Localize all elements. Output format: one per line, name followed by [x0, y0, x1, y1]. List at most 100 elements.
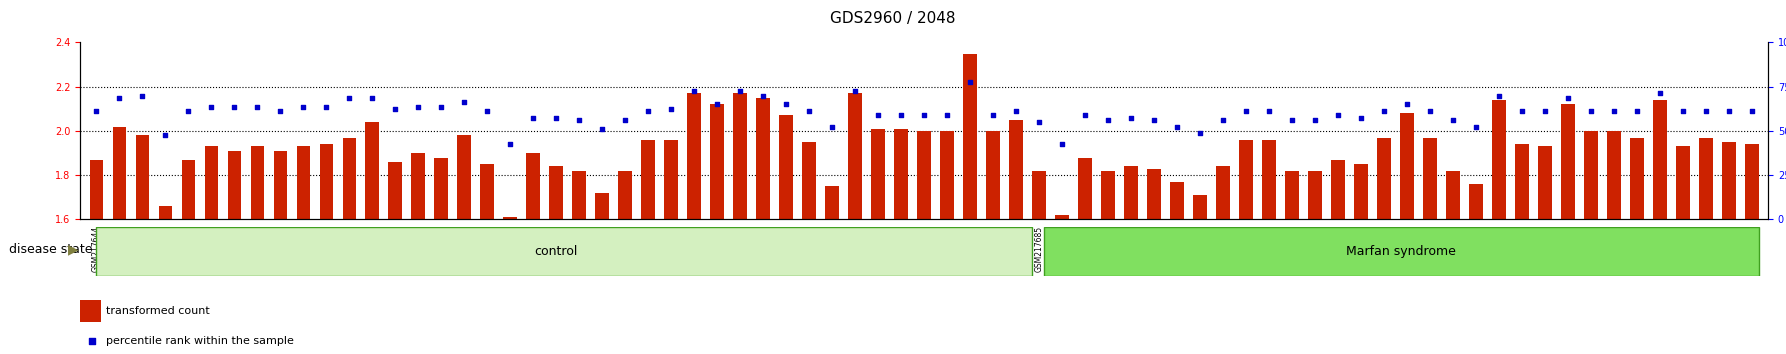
Point	[404, 104, 432, 109]
Text: control: control	[534, 245, 579, 258]
Point	[82, 108, 111, 114]
Bar	[205, 147, 218, 219]
Bar	[504, 217, 518, 219]
Point	[1048, 142, 1077, 147]
Bar	[1515, 144, 1529, 219]
Point	[1554, 95, 1582, 101]
Bar	[963, 53, 977, 219]
Point	[1645, 91, 1673, 96]
Point	[152, 132, 180, 138]
Point	[841, 88, 870, 94]
Bar	[802, 142, 816, 219]
Point	[243, 104, 271, 109]
Bar	[480, 164, 495, 219]
Bar	[1447, 171, 1459, 219]
Point	[680, 88, 709, 94]
Point	[380, 106, 409, 112]
Point	[1232, 108, 1261, 114]
Point	[1507, 108, 1536, 114]
Bar	[918, 131, 931, 219]
Point	[1393, 102, 1422, 107]
Point	[1209, 117, 1238, 123]
Point	[520, 115, 548, 120]
Point	[1186, 130, 1214, 136]
Point	[748, 93, 777, 98]
Point	[220, 104, 248, 109]
Bar	[1147, 169, 1161, 219]
Bar	[550, 166, 563, 219]
Bar	[1309, 171, 1322, 219]
Bar	[250, 147, 264, 219]
Bar	[779, 115, 793, 219]
Bar	[1263, 140, 1275, 219]
Bar	[1193, 195, 1207, 219]
Point	[1025, 119, 1054, 125]
Bar	[825, 186, 839, 219]
Point	[313, 104, 341, 109]
Point	[1668, 108, 1697, 114]
Bar	[1009, 120, 1023, 219]
Point	[1440, 117, 1468, 123]
Bar	[527, 153, 539, 219]
Bar	[1079, 158, 1091, 219]
Point	[1600, 108, 1629, 114]
Bar	[389, 162, 402, 219]
Bar	[872, 129, 886, 219]
Bar	[664, 140, 679, 219]
Point	[1577, 108, 1606, 114]
Point	[1093, 117, 1122, 123]
Bar	[1032, 171, 1047, 219]
Point	[979, 113, 1007, 118]
Point	[1531, 108, 1559, 114]
Point	[564, 117, 593, 123]
Bar	[1470, 184, 1482, 219]
Bar	[1745, 144, 1759, 219]
Bar	[1722, 142, 1736, 219]
Point	[497, 142, 525, 147]
Text: percentile rank within the sample: percentile rank within the sample	[105, 336, 293, 346]
Bar	[1423, 138, 1438, 219]
Bar	[688, 93, 702, 219]
Point	[795, 108, 823, 114]
Point	[818, 124, 847, 129]
FancyBboxPatch shape	[1043, 227, 1759, 276]
Text: Marfan syndrome: Marfan syndrome	[1347, 245, 1456, 258]
Point	[864, 113, 893, 118]
Point	[772, 102, 800, 107]
Point	[1072, 113, 1100, 118]
Bar	[136, 136, 150, 219]
Point	[634, 108, 663, 114]
Point	[427, 104, 455, 109]
Point	[450, 99, 479, 105]
Point	[956, 79, 984, 85]
Point	[359, 95, 388, 101]
Point	[1018, 204, 1047, 209]
Point	[196, 104, 225, 109]
Bar	[89, 160, 104, 219]
Text: transformed count: transformed count	[105, 306, 209, 316]
Bar	[343, 138, 355, 219]
Bar	[1377, 138, 1391, 219]
Point	[1370, 108, 1398, 114]
Bar	[573, 171, 586, 219]
Bar	[434, 158, 448, 219]
Point	[888, 113, 916, 118]
Point	[1715, 108, 1743, 114]
Bar	[1056, 215, 1070, 219]
Bar	[941, 131, 954, 219]
Point	[1139, 117, 1168, 123]
Point	[1300, 117, 1329, 123]
Point	[611, 117, 639, 123]
Point	[1256, 108, 1284, 114]
Point	[909, 113, 939, 118]
Point	[657, 106, 686, 112]
Bar	[1561, 104, 1575, 219]
Point	[336, 95, 364, 101]
Point	[704, 102, 732, 107]
Bar	[595, 193, 609, 219]
Point	[1277, 117, 1306, 123]
Point	[1163, 124, 1191, 129]
Bar	[411, 153, 425, 219]
Bar	[641, 140, 655, 219]
Point	[473, 108, 502, 114]
